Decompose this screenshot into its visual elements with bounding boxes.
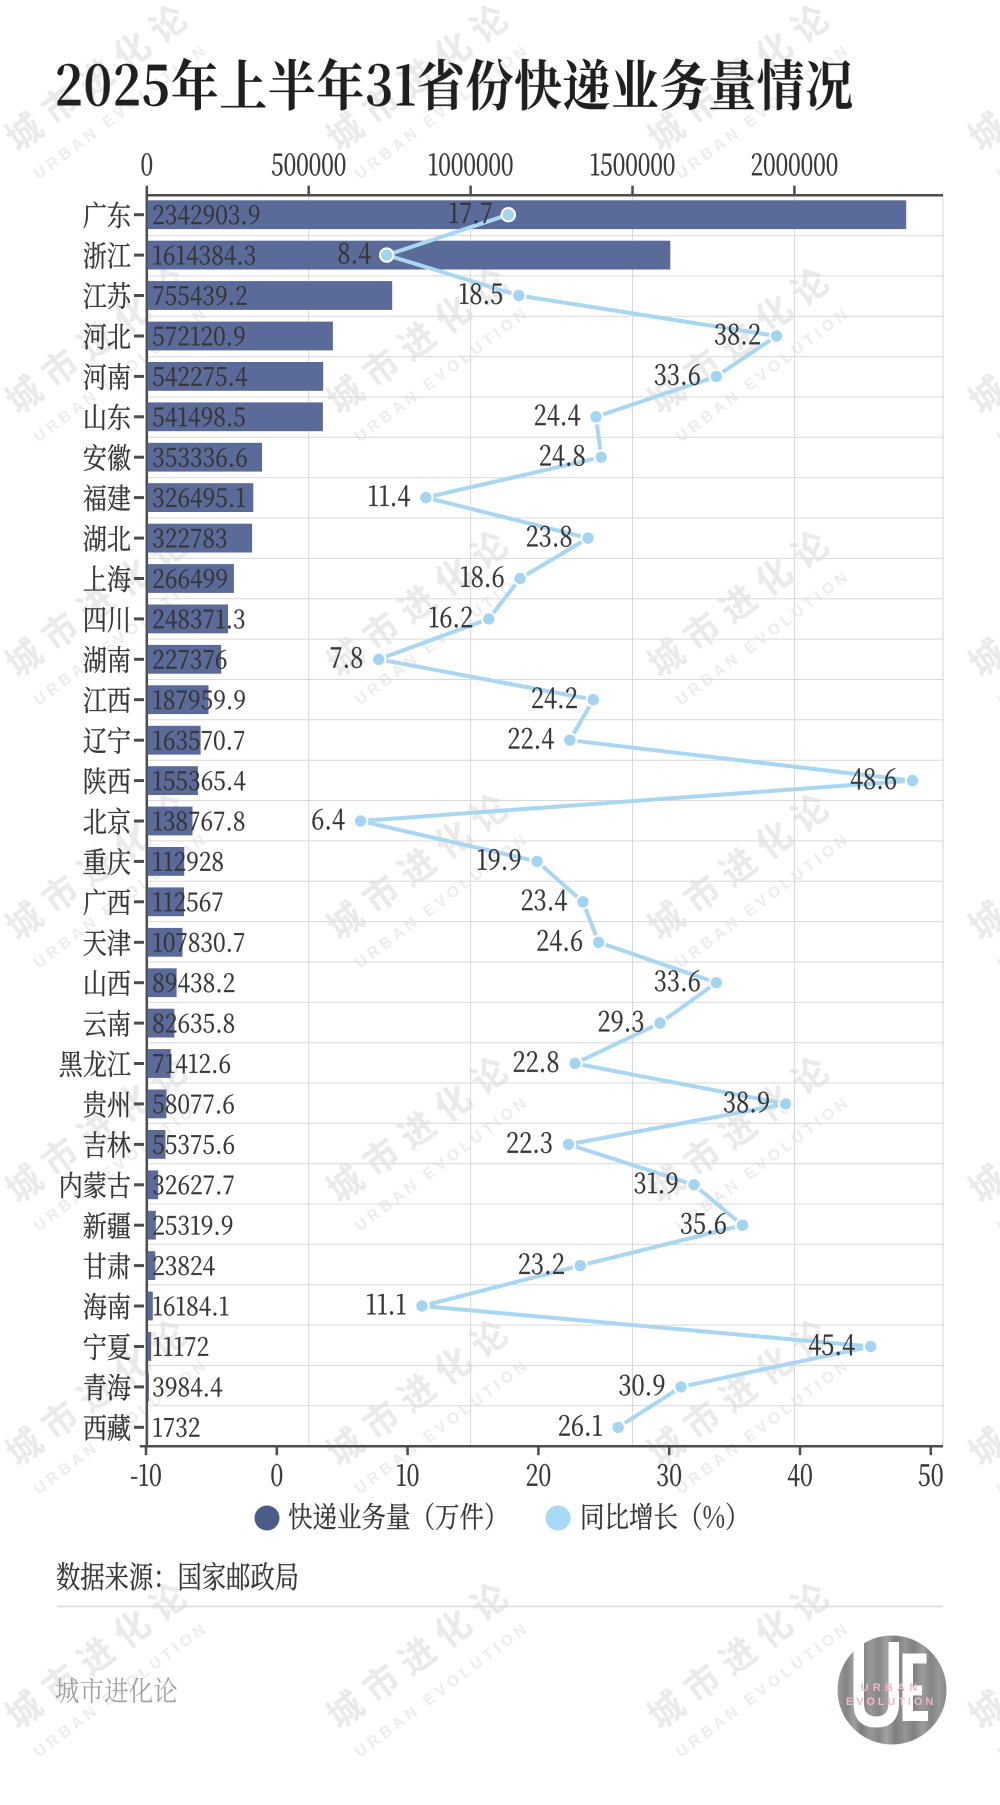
svg-text:URBAN: URBAN xyxy=(861,1682,922,1694)
svg-text:EVOLUTION: EVOLUTION xyxy=(846,1696,936,1708)
